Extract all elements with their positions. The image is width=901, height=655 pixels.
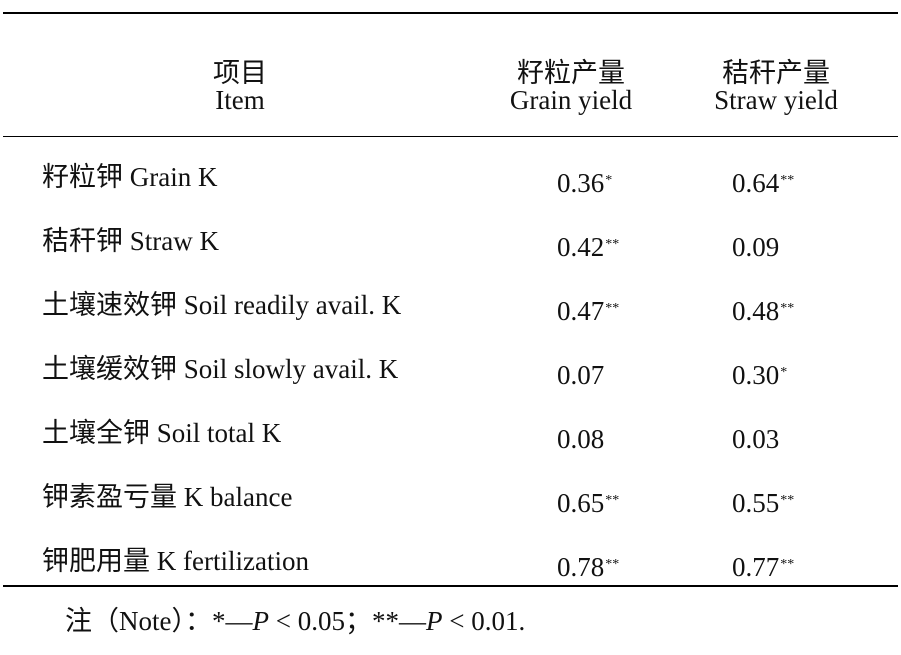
cell-value: 0.36 bbox=[557, 168, 605, 198]
note-sig2-mark: **— bbox=[371, 606, 426, 636]
cell-straw-yield: 0.48** bbox=[732, 295, 794, 327]
significance-mark: ** bbox=[780, 301, 795, 316]
table-row-label: 土壤全钾 Soil total K bbox=[42, 418, 282, 448]
table-top-rule bbox=[3, 12, 898, 14]
note-p-symbol: P bbox=[425, 606, 443, 636]
cell-value: 0.55 bbox=[732, 488, 780, 518]
cell-straw-yield: 0.09 bbox=[732, 231, 780, 263]
cell-value: 0.77 bbox=[732, 552, 780, 582]
table-note: 注（Note）：*—P < 0.05；**—P < 0.01. bbox=[65, 604, 525, 638]
cell-straw-yield: 0.77** bbox=[732, 551, 794, 583]
table-bottom-rule bbox=[3, 585, 898, 587]
table-row-label: 钾素盈亏量 K balance bbox=[42, 482, 293, 512]
cell-grain-yield: 0.65** bbox=[557, 487, 619, 519]
significance-mark: ** bbox=[605, 237, 620, 252]
table-row-label: 籽粒钾 Grain K bbox=[42, 162, 218, 192]
header-grain-zh: 籽粒产量 bbox=[517, 58, 625, 88]
significance-mark: * bbox=[605, 173, 613, 188]
note-sig1-condition: < 0.05； bbox=[268, 606, 372, 636]
table-row-label: 秸秆钾 Straw K bbox=[42, 226, 219, 256]
cell-value: 0.03 bbox=[732, 424, 780, 454]
cell-value: 0.30 bbox=[732, 360, 780, 390]
table-row-label: 土壤速效钾 Soil readily avail. K bbox=[42, 290, 402, 320]
header-item-en: Item bbox=[215, 85, 265, 115]
significance-mark: ** bbox=[780, 493, 795, 508]
cell-value: 0.64 bbox=[732, 168, 780, 198]
cell-grain-yield: 0.78** bbox=[557, 551, 619, 583]
table-header-rule bbox=[3, 136, 898, 137]
header-straw-en: Straw yield bbox=[714, 85, 838, 115]
note-prefix: 注（Note）： bbox=[65, 606, 212, 636]
cell-straw-yield: 0.03 bbox=[732, 423, 780, 455]
cell-value: 0.65 bbox=[557, 488, 605, 518]
note-p-symbol: P bbox=[252, 606, 269, 636]
cell-straw-yield: 0.64** bbox=[732, 167, 794, 199]
cell-value: 0.47 bbox=[557, 296, 605, 326]
significance-mark: ** bbox=[605, 557, 620, 572]
significance-mark: ** bbox=[780, 173, 795, 188]
cell-grain-yield: 0.08 bbox=[557, 423, 605, 455]
header-straw-zh: 秸秆产量 bbox=[722, 58, 830, 88]
header-grain-en: Grain yield bbox=[509, 85, 633, 115]
cell-straw-yield: 0.55** bbox=[732, 487, 794, 519]
cell-grain-yield: 0.42** bbox=[557, 231, 619, 263]
header-item-zh: 项目 bbox=[213, 58, 267, 88]
cell-value: 0.42 bbox=[557, 232, 605, 262]
table-row-label: 土壤缓效钾 Soil slowly avail. K bbox=[42, 354, 399, 384]
note-sig2-condition: < 0.01. bbox=[442, 606, 526, 636]
table-row-label: 钾肥用量 K fertilization bbox=[42, 546, 309, 576]
significance-mark: ** bbox=[605, 493, 620, 508]
cell-grain-yield: 0.36* bbox=[557, 167, 612, 199]
cell-value: 0.09 bbox=[732, 232, 780, 262]
cell-value: 0.78 bbox=[557, 552, 605, 582]
note-sig1-mark: *— bbox=[211, 606, 253, 636]
significance-mark: ** bbox=[780, 557, 795, 572]
significance-mark: * bbox=[780, 365, 788, 380]
cell-value: 0.07 bbox=[557, 360, 605, 390]
cell-grain-yield: 0.07 bbox=[557, 359, 605, 391]
cell-straw-yield: 0.30* bbox=[732, 359, 787, 391]
cell-value: 0.48 bbox=[732, 296, 780, 326]
cell-grain-yield: 0.47** bbox=[557, 295, 619, 327]
significance-mark: ** bbox=[605, 301, 620, 316]
cell-value: 0.08 bbox=[557, 424, 605, 454]
